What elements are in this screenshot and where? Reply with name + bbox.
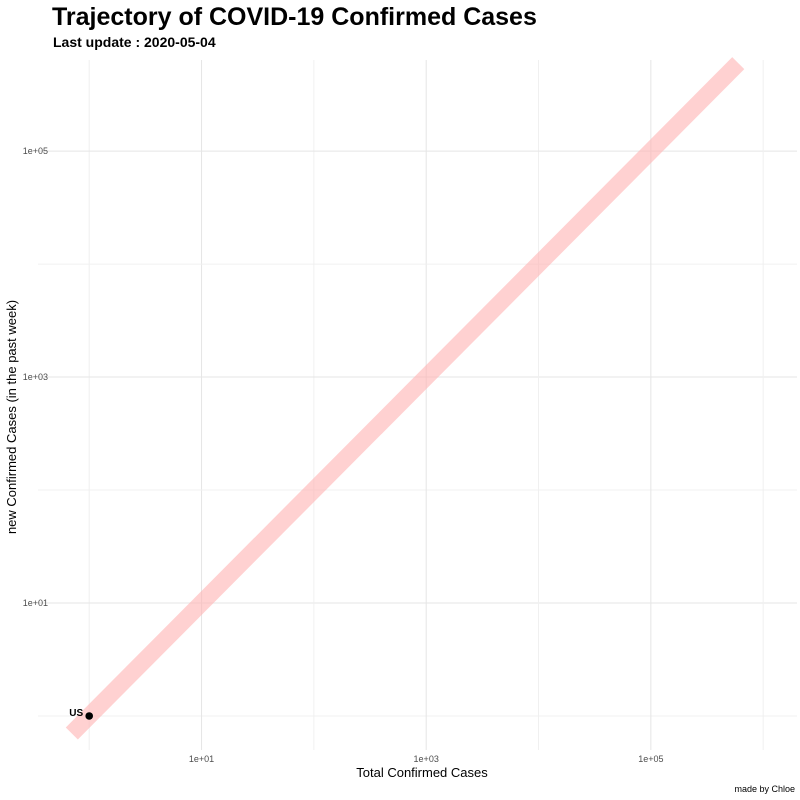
y-tick-label: 1e+01: [23, 598, 48, 608]
x-tick-label: 1e+05: [638, 754, 663, 764]
y-axis-ticks: 1e+01 1e+03 1e+05: [23, 146, 48, 608]
caption: made by Chloe: [734, 784, 795, 794]
y-axis-label: new Confirmed Cases (in the past week): [4, 300, 19, 534]
reference-line-group: [65, 57, 745, 740]
x-axis-label: Total Confirmed Cases: [356, 765, 488, 780]
x-tick-label: 1e+03: [414, 754, 439, 764]
y-tick-label: 1e+05: [23, 146, 48, 156]
y-tick-label: 1e+03: [23, 372, 48, 382]
points-group: US: [69, 708, 94, 720]
chart-subtitle: Last update : 2020-05-04: [53, 34, 216, 50]
data-point: [85, 712, 94, 720]
x-tick-label: 1e+01: [189, 754, 214, 764]
x-axis-ticks: 1e+01 1e+03 1e+05: [189, 754, 664, 764]
reference-line: [65, 57, 745, 740]
chart-title: Trajectory of COVID-19 Confirmed Cases: [52, 3, 537, 31]
grid: [38, 60, 797, 750]
point-label: US: [69, 708, 83, 719]
